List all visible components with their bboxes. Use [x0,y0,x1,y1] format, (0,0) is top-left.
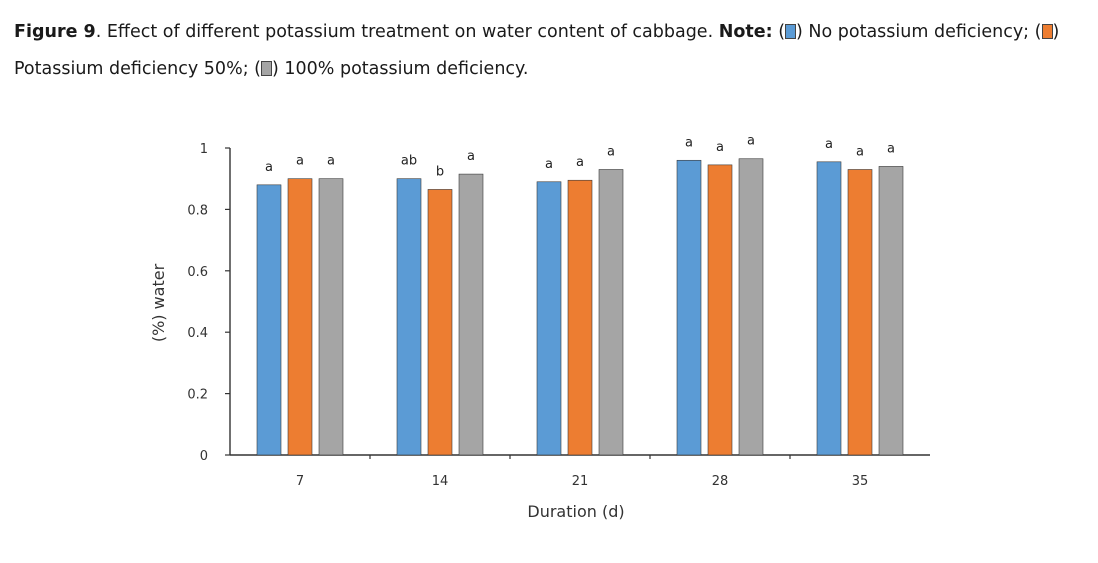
significance-letter: b [436,164,444,179]
bar-potassium-deficiency-50--14 [427,189,453,456]
figure-label: Figure 9 [14,22,96,42]
bar-no-potassium-deficiency-21 [536,181,562,456]
significance-letter: a [327,154,335,169]
significance-letter: a [607,144,615,159]
note-label: Note: [718,22,773,42]
bar-100-potassium-deficiency-21 [598,169,624,456]
caption-text: . Effect of different potassium treatmen… [95,22,719,42]
legend-entry-deficiency-100: () 100% potassium deficiency. [248,59,529,79]
legend-swatch-gray [260,61,272,76]
significance-letter: a [467,149,475,164]
significance-letter: a [747,134,755,149]
significance-letter: a [296,154,304,169]
y-tick-label: 1 [200,142,208,157]
x-tick-label: 7 [296,474,304,489]
significance-letter: a [887,141,895,156]
significance-letter: ab [401,154,417,169]
figure-caption: Figure 9. Effect of different potassium … [14,14,1089,88]
bar-no-potassium-deficiency-14 [396,178,422,456]
x-tick-label: 35 [852,474,869,489]
bar-100-potassium-deficiency-7 [318,178,344,456]
legend-swatch-blue [785,24,797,39]
y-tick-label: 0 [200,449,208,464]
bar-potassium-deficiency-50--7 [287,178,313,456]
y-tick-label: 0.8 [187,203,208,218]
bar-potassium-deficiency-50--21 [567,179,593,456]
significance-letter: a [716,140,724,155]
y-tick-label: 0.2 [187,388,208,403]
legend-entry-deficiency-50: () Potassium deficiency 50%; [14,22,1060,79]
x-tick-label: 28 [712,474,729,489]
bar-100-potassium-deficiency-35 [878,166,904,456]
significance-letter: a [825,137,833,152]
bar-no-potassium-deficiency-35 [816,161,842,456]
significance-letter: a [545,157,553,172]
significance-letter: a [856,144,864,159]
significance-letter: a [685,135,693,150]
labels-layer: 0 0.2 0.4 0.6 0.8 1 7 a a a 14 ab b a 21 a a a 28 a a a 35 a a a [187,134,895,489]
bar-100-potassium-deficiency-14 [458,173,484,456]
x-tick-label: 21 [572,474,589,489]
significance-letter: a [576,155,584,170]
x-tick-label: 14 [432,474,449,489]
bar-100-potassium-deficiency-28 [738,158,764,456]
legend-swatch-orange [1041,24,1053,39]
bar-no-potassium-deficiency-28 [676,159,702,456]
bar-no-potassium-deficiency-7 [256,184,282,456]
y-axis-title: (%) water [149,263,168,342]
legend-entry-no-deficiency: () No potassium deficiency; [772,22,1030,42]
bar-potassium-deficiency-50--28 [707,164,733,456]
significance-letter: a [265,160,273,175]
bar-potassium-deficiency-50--35 [847,169,873,456]
y-tick-label: 0.6 [187,265,208,280]
y-tick-label: 0.4 [187,326,208,341]
x-axis-title: Duration (d) [527,502,624,521]
bars-layer [256,158,904,456]
